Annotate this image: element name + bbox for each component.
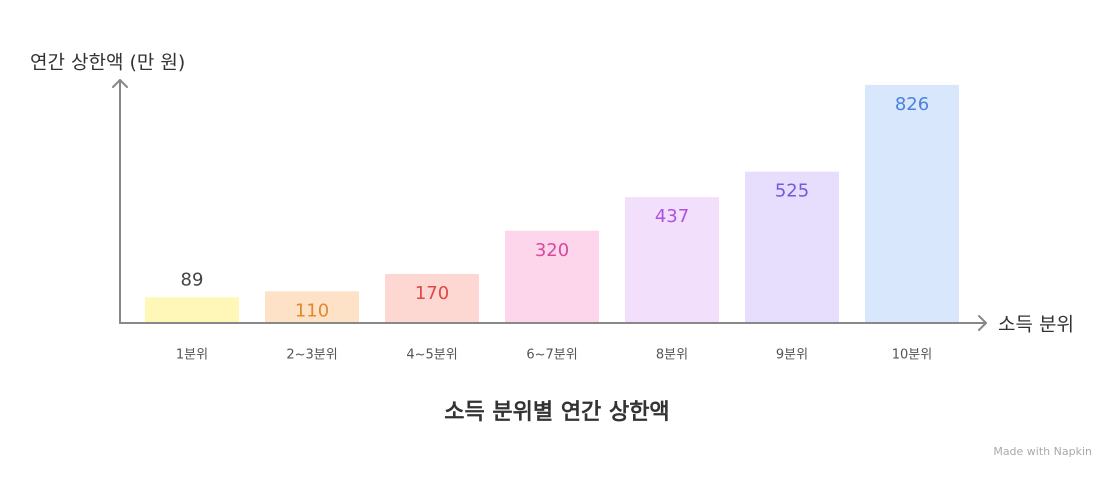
value-label: 320 <box>535 240 569 261</box>
x-axis-arrow <box>978 315 987 331</box>
value-label: 437 <box>655 206 689 227</box>
x-tick-label: 9분위 <box>776 348 808 363</box>
value-label: 826 <box>895 94 929 115</box>
watermark: Made with Napkin <box>993 445 1092 458</box>
bar <box>865 84 959 323</box>
bar <box>625 197 719 323</box>
value-label: 89 <box>181 269 204 290</box>
x-tick-label: 1분위 <box>176 348 208 363</box>
value-label: 170 <box>415 283 449 304</box>
x-tick-label: 2~3분위 <box>286 348 337 363</box>
bar <box>745 171 839 323</box>
bar <box>505 230 599 323</box>
y-axis-label: 연간 상한액 (만 원) <box>30 52 185 74</box>
bar <box>145 297 239 323</box>
x-axis-label: 소득 분위 <box>998 314 1074 336</box>
x-tick-label: 6~7분위 <box>526 348 577 363</box>
value-label: 110 <box>295 300 329 321</box>
x-tick-label: 8분위 <box>656 348 688 363</box>
x-tick-label: 10분위 <box>892 348 932 363</box>
x-tick-label: 4~5분위 <box>406 348 457 363</box>
chart-title: 소득 분위별 연간 상한액 <box>444 400 669 425</box>
value-label: 525 <box>775 181 809 202</box>
axes <box>112 79 987 331</box>
y-axis-arrow <box>112 79 128 88</box>
bar <box>385 274 479 323</box>
bar <box>265 291 359 323</box>
